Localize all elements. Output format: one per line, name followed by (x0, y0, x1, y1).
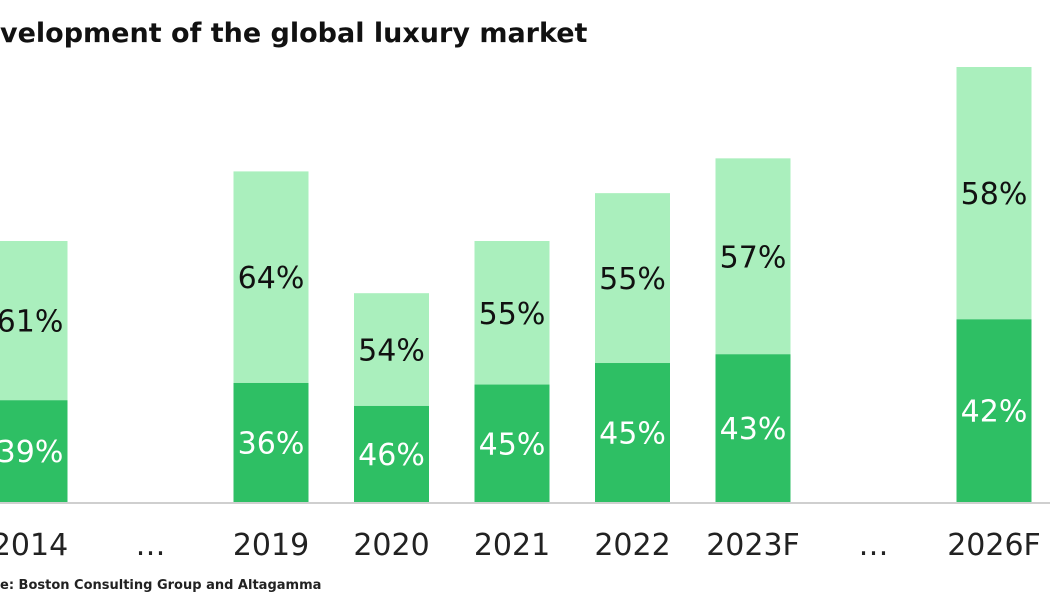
data-label: 45% (479, 427, 546, 462)
bar-segment-other (0, 241, 68, 401)
data-label: 36% (238, 426, 305, 461)
data-label: 61% (0, 305, 63, 340)
x-tick-label: 2023F (706, 528, 800, 563)
data-label: 39% (0, 435, 63, 470)
bar-segment-share (595, 363, 670, 502)
data-label: 64% (238, 261, 305, 296)
x-tick-label: 2022 (594, 528, 670, 563)
x-tick-label: 2020 (353, 528, 429, 563)
x-tick-label: 2019 (233, 528, 309, 563)
source-note: e: Boston Consulting Group and Altagamma (0, 578, 322, 593)
bar-segment-share (0, 400, 68, 502)
bar-segment-other (715, 158, 791, 355)
bar-segment-other (956, 67, 1032, 320)
data-label: 54% (358, 334, 425, 369)
bar-segment-share (715, 354, 791, 502)
bar-segment-share (233, 382, 309, 502)
data-label: 45% (599, 417, 666, 452)
bar-segment-share (354, 405, 429, 502)
bar-segment-share (956, 319, 1032, 502)
bar-segment-other (233, 171, 309, 383)
data-label: 55% (599, 262, 666, 297)
bar-segment-other (595, 193, 670, 364)
bar-segment-other (354, 293, 429, 406)
data-label: 46% (358, 438, 425, 473)
bar-segment-share (474, 384, 550, 502)
data-label: 43% (720, 412, 787, 447)
data-label: 55% (479, 297, 546, 332)
data-label: 42% (961, 395, 1028, 430)
x-tick-label: 2021 (474, 528, 550, 563)
chart-title: velopment of the global luxury market (0, 18, 588, 49)
x-tick-label: … (859, 528, 889, 563)
data-label: 58% (961, 177, 1028, 212)
data-label: 57% (720, 240, 787, 275)
bar-segment-other (474, 241, 550, 385)
x-tick-label: … (136, 528, 166, 563)
x-tick-label: 2026F (947, 528, 1041, 563)
x-tick-label: 2014 (0, 528, 68, 563)
